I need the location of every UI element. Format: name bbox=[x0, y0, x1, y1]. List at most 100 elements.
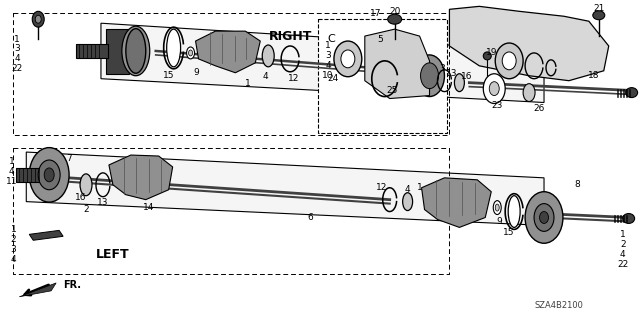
Text: 20: 20 bbox=[389, 7, 401, 16]
Ellipse shape bbox=[262, 45, 274, 67]
Text: 6: 6 bbox=[307, 213, 313, 222]
Ellipse shape bbox=[489, 82, 499, 96]
Text: RIGHT: RIGHT bbox=[268, 30, 312, 42]
Polygon shape bbox=[106, 29, 129, 74]
Text: 2: 2 bbox=[83, 205, 89, 214]
Ellipse shape bbox=[166, 29, 180, 67]
Ellipse shape bbox=[508, 196, 520, 227]
Ellipse shape bbox=[534, 204, 554, 231]
Ellipse shape bbox=[44, 168, 54, 182]
Ellipse shape bbox=[523, 84, 535, 101]
Text: 9: 9 bbox=[497, 217, 502, 226]
Polygon shape bbox=[365, 29, 429, 99]
Text: 16: 16 bbox=[76, 193, 87, 202]
Ellipse shape bbox=[502, 52, 516, 70]
Text: 2: 2 bbox=[620, 240, 625, 249]
Text: 1: 1 bbox=[8, 158, 14, 167]
Text: 4: 4 bbox=[262, 72, 268, 81]
Ellipse shape bbox=[403, 193, 413, 211]
Text: FR.: FR. bbox=[63, 280, 81, 290]
Ellipse shape bbox=[415, 55, 444, 97]
Ellipse shape bbox=[38, 160, 60, 190]
Ellipse shape bbox=[187, 47, 195, 59]
Text: 19: 19 bbox=[486, 48, 497, 57]
Polygon shape bbox=[101, 23, 544, 102]
Ellipse shape bbox=[623, 213, 635, 223]
Ellipse shape bbox=[32, 11, 44, 27]
Bar bbox=[318, 19, 447, 133]
Text: 13: 13 bbox=[445, 69, 457, 78]
Text: 15: 15 bbox=[163, 71, 175, 80]
Text: 8: 8 bbox=[574, 180, 580, 189]
Ellipse shape bbox=[525, 192, 563, 243]
Text: 3: 3 bbox=[15, 44, 20, 54]
Text: 21: 21 bbox=[593, 4, 604, 13]
Ellipse shape bbox=[122, 26, 150, 76]
Text: 22: 22 bbox=[617, 260, 628, 269]
Text: 26: 26 bbox=[533, 104, 545, 113]
Polygon shape bbox=[449, 6, 609, 81]
Text: 4: 4 bbox=[10, 255, 16, 263]
Text: 1: 1 bbox=[620, 230, 625, 239]
Ellipse shape bbox=[126, 29, 146, 73]
Ellipse shape bbox=[540, 211, 548, 223]
Polygon shape bbox=[19, 283, 56, 297]
Ellipse shape bbox=[483, 74, 505, 103]
Text: 1: 1 bbox=[10, 225, 16, 234]
Text: 16: 16 bbox=[461, 72, 472, 81]
Polygon shape bbox=[17, 168, 49, 182]
Text: 12: 12 bbox=[289, 74, 300, 83]
Text: 11: 11 bbox=[6, 177, 17, 186]
Text: 4: 4 bbox=[15, 54, 20, 63]
Text: 4: 4 bbox=[325, 61, 331, 70]
Text: 4: 4 bbox=[405, 185, 410, 194]
Ellipse shape bbox=[420, 63, 438, 89]
Text: 22: 22 bbox=[12, 64, 23, 73]
Ellipse shape bbox=[341, 50, 355, 68]
Text: 14: 14 bbox=[143, 203, 154, 212]
Ellipse shape bbox=[483, 52, 492, 60]
Text: 1: 1 bbox=[245, 79, 251, 88]
Text: 18: 18 bbox=[588, 71, 600, 80]
Text: 17: 17 bbox=[370, 9, 381, 18]
Text: C: C bbox=[327, 34, 335, 44]
Text: 12: 12 bbox=[376, 183, 387, 192]
Ellipse shape bbox=[35, 15, 41, 23]
Polygon shape bbox=[29, 230, 63, 240]
Polygon shape bbox=[196, 31, 260, 73]
Ellipse shape bbox=[388, 14, 402, 24]
Ellipse shape bbox=[29, 148, 69, 202]
Text: 24: 24 bbox=[327, 74, 339, 83]
Text: 15: 15 bbox=[504, 228, 515, 237]
Text: 2: 2 bbox=[10, 235, 16, 244]
Text: 4: 4 bbox=[620, 250, 625, 259]
Ellipse shape bbox=[495, 43, 523, 79]
Ellipse shape bbox=[626, 88, 637, 98]
Text: 25: 25 bbox=[386, 86, 397, 95]
Text: 3: 3 bbox=[325, 51, 331, 60]
Text: 23: 23 bbox=[492, 101, 503, 110]
Text: LEFT: LEFT bbox=[96, 248, 130, 261]
Ellipse shape bbox=[189, 50, 193, 56]
Text: 1: 1 bbox=[417, 183, 422, 192]
Ellipse shape bbox=[80, 174, 92, 196]
Text: 3: 3 bbox=[440, 64, 445, 73]
Text: 9: 9 bbox=[194, 68, 200, 77]
Ellipse shape bbox=[495, 204, 499, 211]
Text: 1: 1 bbox=[15, 34, 20, 44]
Text: 5: 5 bbox=[377, 34, 383, 44]
Text: 4: 4 bbox=[8, 167, 14, 176]
Text: 1: 1 bbox=[325, 41, 331, 50]
Ellipse shape bbox=[454, 74, 465, 92]
Text: SZA4B2100: SZA4B2100 bbox=[534, 301, 584, 310]
Polygon shape bbox=[109, 155, 173, 200]
Text: 13: 13 bbox=[97, 198, 109, 207]
Ellipse shape bbox=[593, 11, 605, 20]
Polygon shape bbox=[26, 152, 544, 226]
Text: 7: 7 bbox=[66, 153, 72, 162]
Polygon shape bbox=[422, 178, 492, 227]
Ellipse shape bbox=[493, 201, 501, 214]
Text: 10: 10 bbox=[322, 71, 333, 80]
Ellipse shape bbox=[334, 41, 362, 77]
Text: 3: 3 bbox=[10, 245, 16, 254]
